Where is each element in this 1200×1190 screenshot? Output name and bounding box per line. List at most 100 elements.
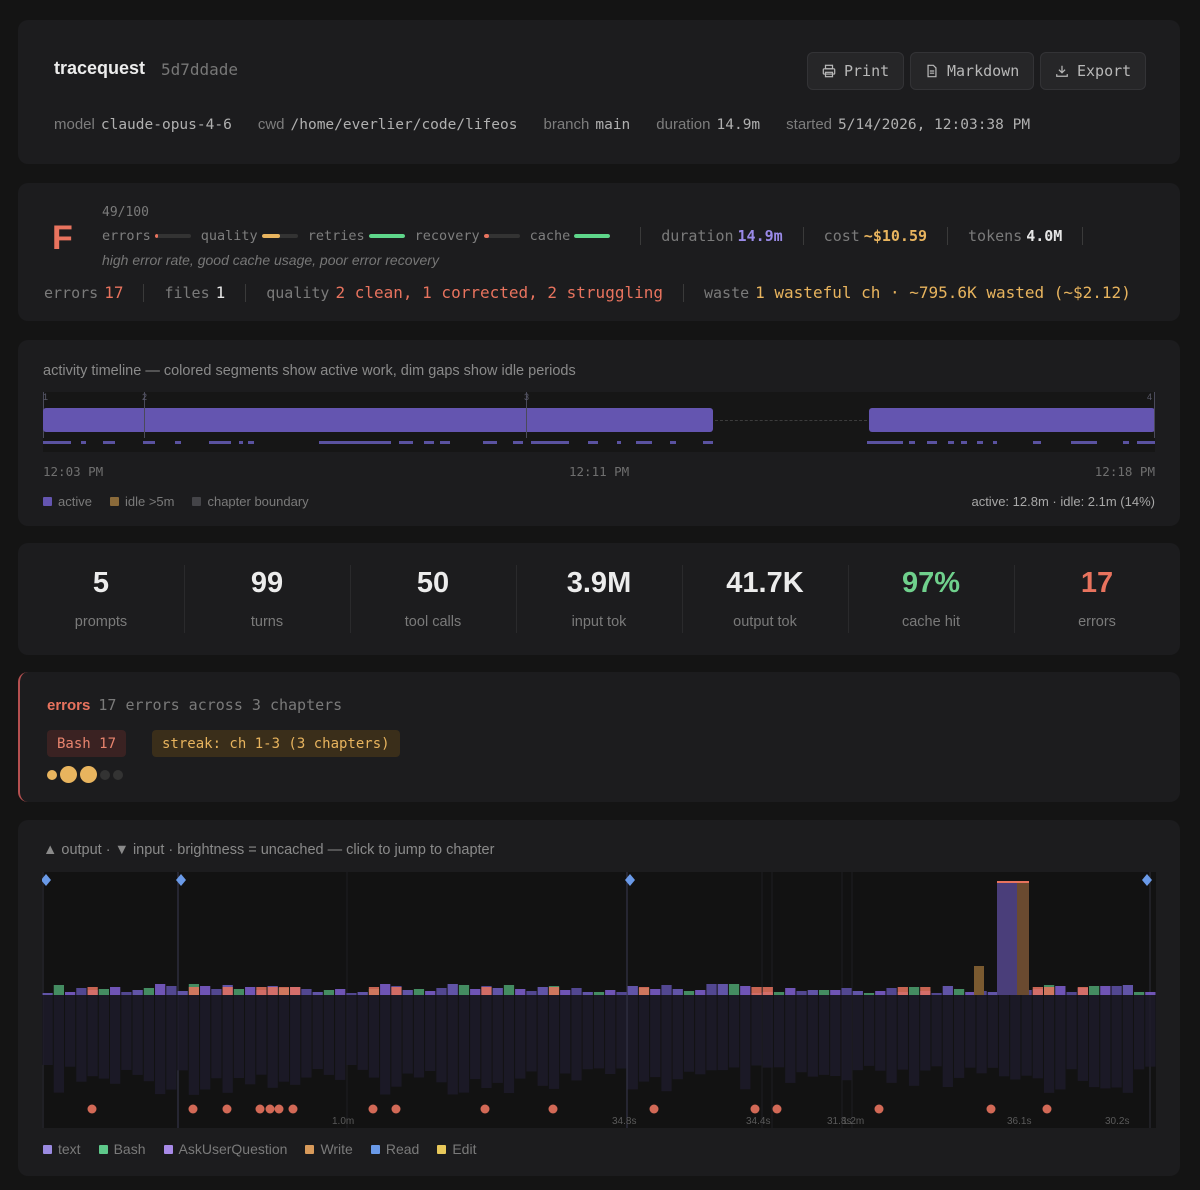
- output-bar: [1111, 986, 1122, 995]
- stat-value: 3.9M: [566, 567, 632, 599]
- meta-duration: duration 14.9m: [656, 116, 760, 133]
- metric-fill: [574, 234, 611, 238]
- metric-cache: cache: [530, 228, 611, 244]
- legend-label: active: [58, 494, 92, 509]
- chapter-dot[interactable]: [80, 766, 97, 783]
- input-bar: [796, 995, 807, 1073]
- input-bar: [638, 995, 650, 1082]
- output-bar: [132, 990, 143, 995]
- document-icon: [927, 64, 937, 78]
- errors-detail: 17 errors across 3 chapters: [98, 696, 343, 714]
- output-bar: [863, 993, 875, 995]
- input-bar: [503, 995, 515, 1094]
- output-bar: [875, 991, 886, 995]
- input-bar: [976, 995, 987, 1074]
- metric-retries: retries: [308, 228, 405, 244]
- files-value: 1: [215, 283, 226, 302]
- chapter-dot[interactable]: [60, 766, 77, 783]
- output-bar: [211, 989, 222, 995]
- duration-label: 34.4s: [746, 1116, 770, 1127]
- meta-model: model claude-opus-4-6: [54, 116, 232, 133]
- output-bar: [526, 991, 537, 995]
- chapter-dot[interactable]: [113, 769, 123, 780]
- grade-details: errors 17 files 1 quality 2 clean, 1 correc…: [44, 283, 1131, 302]
- error-tool-chip[interactable]: Bash 17: [47, 730, 127, 757]
- chapter-marker-icon: [176, 874, 186, 886]
- event-tick: [424, 441, 434, 444]
- legend-label: Bash: [113, 1141, 146, 1157]
- meta-value: 5/14/2026, 12:03:38 PM: [838, 117, 1031, 133]
- input-bar: [526, 995, 537, 1072]
- stat-label: input tok: [571, 614, 627, 630]
- active-segment[interactable]: [869, 408, 1155, 432]
- error-streak-chip[interactable]: streak: ch 1-3 (3 chapters): [152, 730, 400, 757]
- chapter-dot[interactable]: [47, 769, 57, 780]
- output-bar: [605, 990, 616, 995]
- stat-turns: 99 turns: [184, 543, 350, 655]
- output-bar: [560, 990, 571, 995]
- event-tick: [867, 441, 903, 444]
- metric-fill: [261, 234, 280, 238]
- event-tick: [636, 441, 652, 444]
- input-bar: [87, 995, 98, 1077]
- output-bar: [357, 992, 368, 995]
- input-bar: [42, 995, 53, 1065]
- event-tick: [948, 441, 954, 444]
- time-start: 12:03 PM: [43, 464, 104, 479]
- output-bar: [98, 989, 110, 995]
- input-bar: [1055, 995, 1066, 1090]
- output-bar: [458, 985, 470, 995]
- input-bar: [605, 995, 616, 1075]
- output-bar: [571, 988, 582, 995]
- event-tick: [993, 441, 997, 444]
- error-chapter-dots: [47, 766, 123, 783]
- event-tick: [483, 441, 497, 444]
- metric-bar: [368, 234, 405, 238]
- output-bar: [166, 986, 177, 995]
- timeline-track[interactable]: 1 2 3 4: [43, 392, 1155, 452]
- errors-label: errors: [44, 283, 99, 302]
- event-tick: [513, 441, 523, 444]
- metric-fill: [483, 234, 490, 238]
- output-bar: [931, 993, 942, 995]
- output-bar: [1066, 992, 1077, 995]
- output-bar: [593, 992, 605, 995]
- print-button[interactable]: Print: [807, 52, 905, 90]
- input-bar: [863, 995, 875, 1066]
- stat-value: 17: [1080, 567, 1114, 599]
- meta-key: duration: [656, 116, 711, 133]
- errors-panel: errors 17 errors across 3 chapters Bash 1…: [18, 672, 1180, 802]
- event-tick: [703, 441, 713, 444]
- session-title: tracequest: [54, 58, 146, 78]
- errors-header: errors 17 errors across 3 chapters: [47, 696, 342, 714]
- active-segment[interactable]: [43, 408, 713, 432]
- legend-label: chapter boundary: [207, 494, 309, 509]
- stat-cache-hit: 97% cache hit: [848, 543, 1014, 655]
- duration-label: duration: [661, 227, 734, 245]
- chapter-dot[interactable]: [100, 769, 110, 780]
- output-bar: [695, 990, 706, 995]
- markdown-button[interactable]: Markdown: [910, 52, 1035, 90]
- stat-value: 5: [92, 567, 110, 599]
- input-bar: [998, 995, 1010, 1077]
- input-bar: [1021, 995, 1032, 1076]
- token-chart[interactable]: 1.0m 34.8s 34.4s 31.8s1.2m 36.1s 30.2s: [42, 872, 1156, 1128]
- export-label: Export: [1077, 62, 1132, 80]
- error-dot: [772, 1104, 782, 1114]
- output-bar: [425, 991, 436, 995]
- output-bar: [470, 989, 481, 995]
- activity-timeline: activity timeline — colored segments sho…: [18, 340, 1180, 526]
- metric-label: errors: [102, 228, 151, 244]
- output-bar: [413, 989, 425, 995]
- output-bar: [402, 990, 413, 995]
- error-dot: [288, 1104, 298, 1114]
- output-bar: [672, 989, 683, 995]
- error-bar: [481, 987, 492, 995]
- error-bar: [638, 987, 650, 995]
- waste-label: waste: [703, 283, 750, 302]
- input-bar: [492, 995, 503, 1083]
- input-bar: [920, 995, 931, 1071]
- export-button[interactable]: Export: [1040, 52, 1147, 90]
- output-bar: [886, 988, 897, 995]
- input-bar: [1010, 995, 1021, 1080]
